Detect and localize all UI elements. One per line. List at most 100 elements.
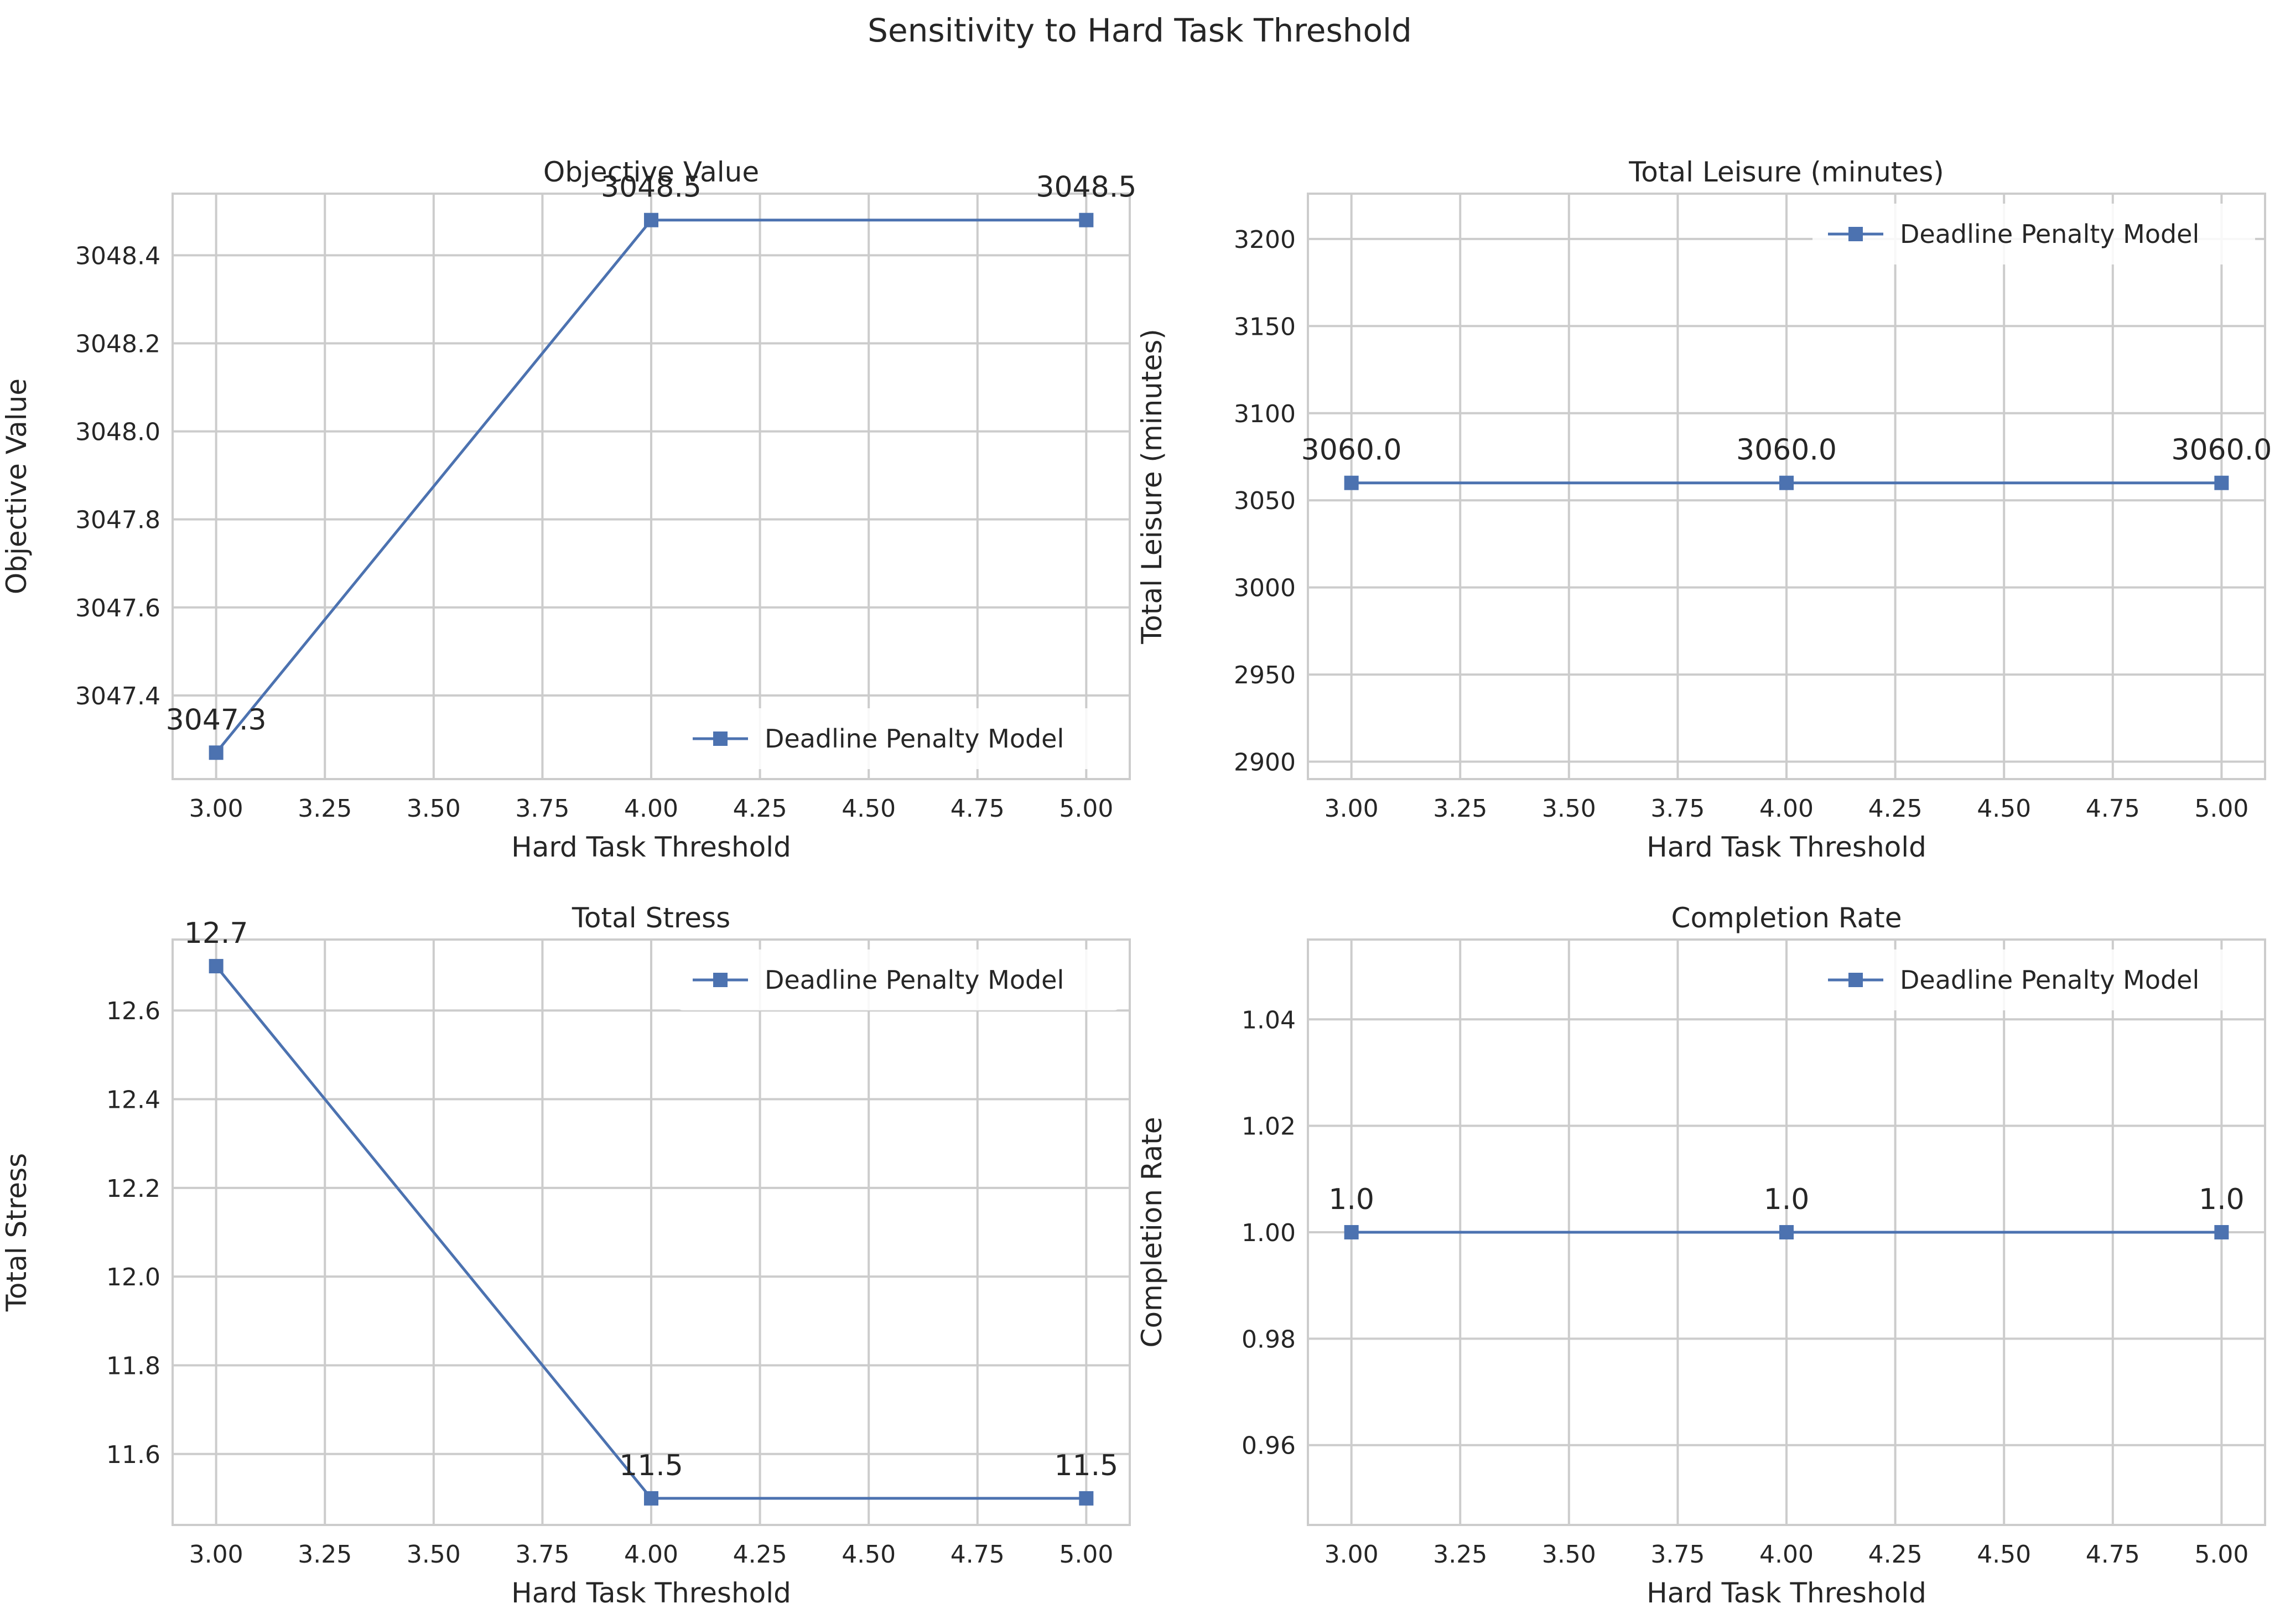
y-tick-label: 0.98 bbox=[1242, 1325, 1296, 1353]
y-tick-label: 0.96 bbox=[1242, 1432, 1296, 1460]
x-tick-label: 3.00 bbox=[189, 1540, 243, 1569]
data-label: 12.7 bbox=[184, 917, 248, 950]
x-tick-label: 3.75 bbox=[515, 795, 569, 823]
y-tick-label: 3047.8 bbox=[75, 506, 160, 535]
subplot-grid: 3.00 3.25 3.50 3.75 4.00 4.25 4.50 4.75 5.00 3047… bbox=[1, 156, 2272, 1609]
data-label: 11.5 bbox=[619, 1449, 683, 1482]
legend-marker bbox=[1848, 973, 1863, 987]
y-tick-label: 3048.4 bbox=[75, 242, 160, 270]
legend-box bbox=[1812, 950, 2255, 1010]
data-label: 3048.5 bbox=[1036, 171, 1136, 204]
subplot-title: Objective Value bbox=[543, 156, 759, 188]
subplot-title: Total Stress bbox=[572, 902, 730, 934]
x-tick-label: 3.25 bbox=[1433, 795, 1487, 823]
y-tick-label: 3047.6 bbox=[75, 594, 160, 622]
data-point-marker bbox=[1344, 1225, 1359, 1239]
x-tick-label: 3.00 bbox=[1325, 1540, 1379, 1569]
y-tick-label: 12.4 bbox=[106, 1086, 160, 1114]
data-point-marker bbox=[1079, 212, 1094, 227]
data-label: 3060.0 bbox=[1736, 434, 1837, 467]
y-tick-label: 3048.2 bbox=[75, 330, 160, 358]
data-point-marker bbox=[2214, 1225, 2229, 1239]
x-tick-label: 5.00 bbox=[2194, 795, 2248, 823]
y-tick-label: 1.04 bbox=[1242, 1006, 1296, 1034]
x-tick-label: 4.75 bbox=[2086, 795, 2140, 823]
legend: Deadline Penalty Model bbox=[677, 950, 1120, 1010]
axes-frame bbox=[172, 938, 1131, 1526]
legend-box bbox=[677, 708, 1120, 769]
x-tick-label: 4.00 bbox=[624, 1540, 678, 1569]
y-tick-label: 3047.4 bbox=[75, 682, 160, 710]
y-tick-label: 3048.0 bbox=[75, 418, 160, 447]
y-axis-label: Completion Rate bbox=[1136, 1117, 1168, 1348]
legend-box bbox=[1812, 204, 2255, 264]
data-point-marker bbox=[1779, 475, 1794, 490]
x-tick-label: 4.50 bbox=[1977, 795, 2031, 823]
legend-marker bbox=[713, 973, 728, 987]
x-tick-label: 4.25 bbox=[733, 795, 787, 823]
data-label: 1.0 bbox=[1328, 1183, 1374, 1216]
x-tick-label: 3.50 bbox=[1542, 1540, 1596, 1569]
x-tick-label: 3.75 bbox=[515, 1540, 569, 1569]
y-tick-label: 12.6 bbox=[106, 997, 160, 1025]
legend-label: Deadline Penalty Model bbox=[765, 724, 1064, 754]
y-tick-label: 3150 bbox=[1234, 313, 1296, 341]
y-tick-label: 12.2 bbox=[106, 1175, 160, 1203]
axes-frame bbox=[1307, 938, 2266, 1526]
data-point-marker bbox=[644, 1491, 658, 1506]
data-point-marker bbox=[1779, 1225, 1794, 1239]
x-tick-label: 3.25 bbox=[1433, 1540, 1487, 1569]
x-tick-label: 3.50 bbox=[407, 1540, 461, 1569]
figure-title: Sensitivity to Hard Task Threshold bbox=[868, 12, 1412, 49]
x-tick-label: 3.25 bbox=[298, 1540, 352, 1569]
x-axis-label: Hard Task Threshold bbox=[511, 831, 791, 863]
y-tick-label: 11.6 bbox=[106, 1441, 160, 1469]
x-tick-label: 5.00 bbox=[1059, 1540, 1113, 1569]
legend: Deadline Penalty Model bbox=[677, 708, 1120, 769]
data-point-marker bbox=[1344, 475, 1359, 490]
y-tick-label: 1.00 bbox=[1242, 1219, 1296, 1247]
legend-marker bbox=[713, 731, 728, 746]
y-tick-label: 12.0 bbox=[106, 1263, 160, 1291]
data-point-marker bbox=[1079, 1491, 1094, 1506]
y-tick-label: 1.02 bbox=[1242, 1113, 1296, 1141]
x-tick-label: 4.75 bbox=[2086, 1540, 2140, 1569]
legend: Deadline Penalty Model bbox=[1812, 950, 2255, 1010]
x-tick-label: 4.00 bbox=[1759, 795, 1814, 823]
y-tick-label: 2900 bbox=[1234, 749, 1296, 777]
data-label: 1.0 bbox=[2199, 1183, 2245, 1216]
x-axis-label: Hard Task Threshold bbox=[1647, 1577, 1926, 1609]
x-tick-label: 5.00 bbox=[2194, 1540, 2248, 1569]
x-tick-label: 3.00 bbox=[1325, 795, 1379, 823]
subplot-4: 3.00 3.25 3.50 3.75 4.00 4.25 4.50 4.75 5.00 0.96… bbox=[1136, 902, 2266, 1609]
data-point-marker bbox=[209, 745, 224, 760]
data-point-marker bbox=[644, 212, 658, 227]
x-tick-label: 3.00 bbox=[189, 795, 243, 823]
subplot-2: 3.00 3.25 3.50 3.75 4.00 4.25 4.50 4.75 5.00 2900… bbox=[1136, 156, 2272, 863]
data-point-marker bbox=[2214, 475, 2229, 490]
x-tick-label: 3.75 bbox=[1650, 1540, 1705, 1569]
y-axis-label: Objective Value bbox=[1, 378, 33, 594]
x-tick-label: 3.50 bbox=[407, 795, 461, 823]
y-axis-label: Total Stress bbox=[1, 1153, 33, 1312]
y-tick-label: 3200 bbox=[1234, 226, 1296, 254]
x-tick-label: 4.75 bbox=[951, 1540, 1005, 1569]
subplot-title: Total Leisure (minutes) bbox=[1628, 156, 1944, 188]
x-tick-label: 4.25 bbox=[1868, 1540, 1923, 1569]
y-tick-label: 3000 bbox=[1234, 574, 1296, 603]
y-tick-label: 3050 bbox=[1234, 487, 1296, 515]
legend-marker bbox=[1848, 227, 1863, 241]
y-tick-label: 2950 bbox=[1234, 661, 1296, 689]
data-label: 3048.5 bbox=[601, 171, 702, 204]
x-tick-label: 4.75 bbox=[951, 795, 1005, 823]
x-tick-label: 4.50 bbox=[842, 795, 896, 823]
axes-frame bbox=[172, 193, 1131, 780]
x-tick-label: 3.25 bbox=[298, 795, 352, 823]
data-label: 3047.3 bbox=[166, 703, 267, 736]
y-tick-label: 11.8 bbox=[106, 1352, 160, 1380]
y-tick-label: 3100 bbox=[1234, 400, 1296, 428]
subplot-1: 3.00 3.25 3.50 3.75 4.00 4.25 4.50 4.75 5.00 3047… bbox=[1, 156, 1136, 863]
data-label: 11.5 bbox=[1054, 1449, 1118, 1482]
x-tick-label: 4.25 bbox=[1868, 795, 1923, 823]
